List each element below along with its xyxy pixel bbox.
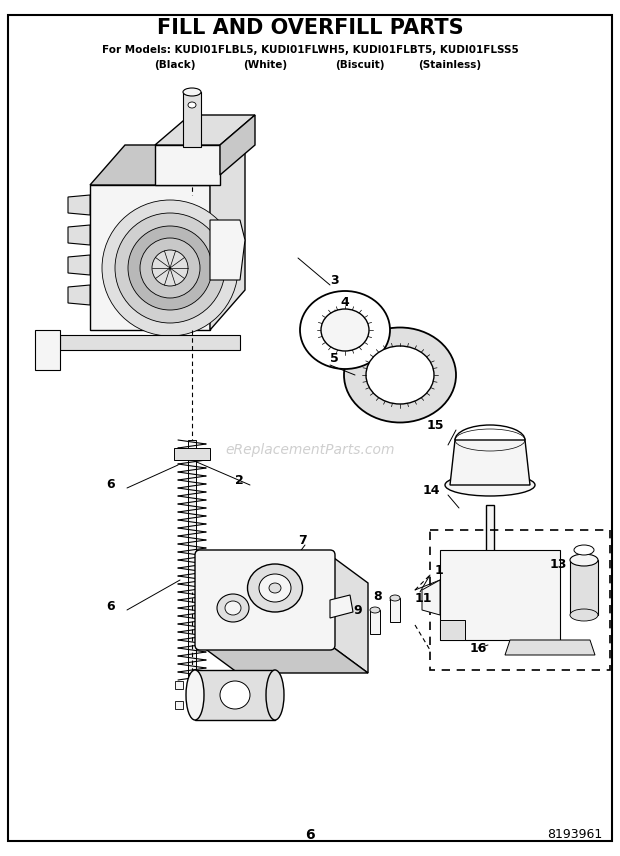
Ellipse shape xyxy=(344,328,456,423)
Ellipse shape xyxy=(570,609,598,621)
Ellipse shape xyxy=(570,554,598,566)
Bar xyxy=(370,610,380,634)
Ellipse shape xyxy=(574,545,594,555)
Text: eReplacementParts.com: eReplacementParts.com xyxy=(225,443,395,457)
Polygon shape xyxy=(195,670,275,720)
Text: (Biscuit): (Biscuit) xyxy=(335,60,385,70)
Polygon shape xyxy=(422,580,440,615)
Ellipse shape xyxy=(321,309,369,351)
Text: FILL AND OVERFILL PARTS: FILL AND OVERFILL PARTS xyxy=(157,18,463,38)
Polygon shape xyxy=(210,220,245,280)
Polygon shape xyxy=(68,285,90,305)
Ellipse shape xyxy=(188,102,196,108)
Polygon shape xyxy=(155,115,255,145)
Text: 4: 4 xyxy=(340,296,348,310)
Text: 6: 6 xyxy=(305,828,315,842)
Bar xyxy=(175,701,183,709)
Polygon shape xyxy=(68,195,90,215)
Ellipse shape xyxy=(269,583,281,593)
Ellipse shape xyxy=(247,564,303,612)
Polygon shape xyxy=(330,555,368,673)
Ellipse shape xyxy=(152,250,188,286)
Ellipse shape xyxy=(390,595,400,601)
Polygon shape xyxy=(210,145,245,330)
FancyBboxPatch shape xyxy=(195,550,335,650)
Polygon shape xyxy=(440,550,560,640)
Polygon shape xyxy=(200,645,368,673)
Ellipse shape xyxy=(217,594,249,622)
Text: 3: 3 xyxy=(330,274,339,287)
Text: (White): (White) xyxy=(243,60,287,70)
Ellipse shape xyxy=(445,474,535,496)
Bar xyxy=(188,440,196,680)
Bar xyxy=(570,560,598,615)
Ellipse shape xyxy=(259,574,291,602)
Text: 8: 8 xyxy=(373,591,382,603)
Polygon shape xyxy=(68,255,90,275)
Ellipse shape xyxy=(300,291,390,369)
Bar xyxy=(183,92,201,147)
Polygon shape xyxy=(505,640,595,655)
Ellipse shape xyxy=(266,670,284,720)
Text: 6: 6 xyxy=(107,478,115,490)
Text: For Models: KUDI01FLBL5, KUDI01FLWH5, KUDI01FLBT5, KUDI01FLSS5: For Models: KUDI01FLBL5, KUDI01FLWH5, KU… xyxy=(102,45,518,55)
Bar xyxy=(175,681,183,689)
Polygon shape xyxy=(450,440,530,485)
Text: (Stainless): (Stainless) xyxy=(418,60,482,70)
Ellipse shape xyxy=(102,200,238,336)
Polygon shape xyxy=(68,225,90,245)
Bar xyxy=(390,598,400,622)
Polygon shape xyxy=(60,335,240,350)
Text: 8193961: 8193961 xyxy=(547,829,602,841)
Ellipse shape xyxy=(115,213,225,323)
Text: 14: 14 xyxy=(422,484,440,496)
Text: 9: 9 xyxy=(353,603,362,616)
Ellipse shape xyxy=(225,601,241,615)
Ellipse shape xyxy=(183,88,201,96)
Bar xyxy=(486,505,494,560)
Text: 2: 2 xyxy=(235,473,244,486)
Polygon shape xyxy=(35,330,60,370)
Text: 15: 15 xyxy=(427,419,444,431)
Text: (Black): (Black) xyxy=(154,60,196,70)
Ellipse shape xyxy=(186,670,204,720)
Text: 6: 6 xyxy=(107,599,115,613)
Text: 1: 1 xyxy=(435,563,444,576)
Text: 7: 7 xyxy=(298,533,307,546)
Ellipse shape xyxy=(463,551,518,569)
Text: 13: 13 xyxy=(550,557,567,570)
Polygon shape xyxy=(330,595,353,618)
Polygon shape xyxy=(174,448,210,460)
Polygon shape xyxy=(90,185,210,330)
Polygon shape xyxy=(155,145,220,185)
Text: 16: 16 xyxy=(470,641,487,655)
Text: 5: 5 xyxy=(330,352,339,365)
Bar xyxy=(430,530,610,670)
Ellipse shape xyxy=(128,226,212,310)
Ellipse shape xyxy=(220,681,250,709)
Text: 11: 11 xyxy=(415,591,432,604)
Ellipse shape xyxy=(140,238,200,298)
Ellipse shape xyxy=(370,607,380,613)
Polygon shape xyxy=(220,115,255,175)
Polygon shape xyxy=(90,145,245,185)
Bar xyxy=(440,620,465,640)
Ellipse shape xyxy=(366,346,434,404)
